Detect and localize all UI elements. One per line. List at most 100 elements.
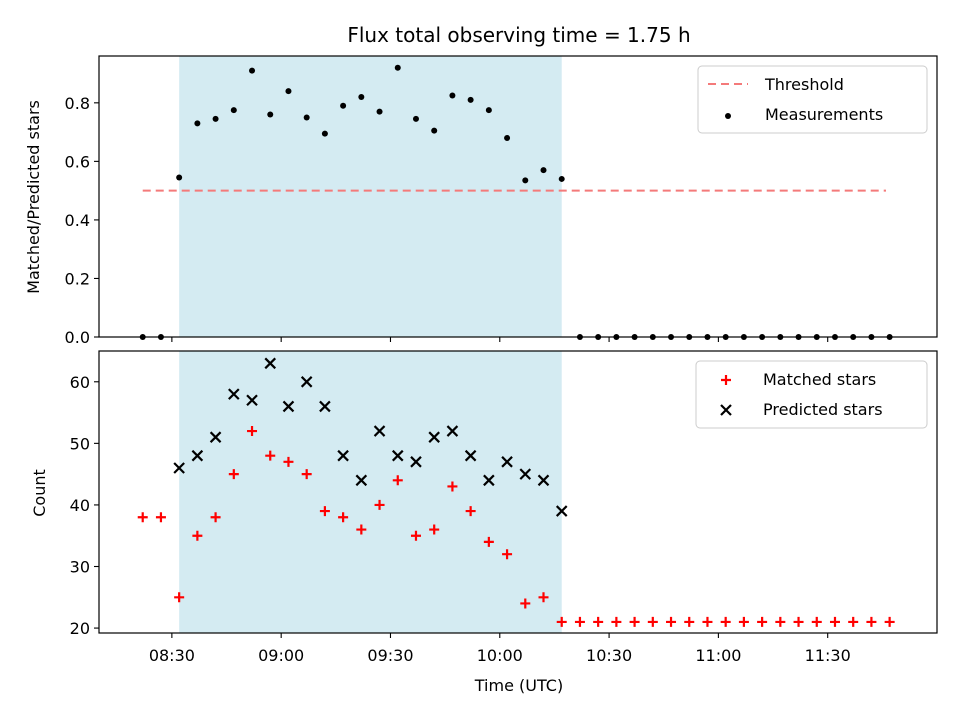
bottom-shaded-region: [179, 351, 562, 633]
matched-star-point: [629, 616, 640, 627]
matched-star-point: [866, 616, 877, 627]
top-y-axis-label: Matched/Predicted stars: [24, 100, 43, 294]
measurement-point: [249, 67, 256, 74]
matched-star-point: [848, 616, 859, 627]
predicted-star-point: [319, 400, 331, 413]
measurement-point: [576, 334, 583, 340]
matched-star-point: [702, 616, 713, 627]
matched-star-point: [155, 512, 166, 523]
matched-star-point: [666, 616, 677, 627]
matched-star-point: [520, 598, 531, 609]
chart-top-panel: 0.0 0.2 0.4 0.6 0.8 Threshold Measurements: [65, 55, 938, 347]
measurement-point: [321, 130, 328, 137]
matched-star-point: [538, 592, 549, 603]
matched-star-point: [192, 530, 203, 541]
matched-star-point: [593, 616, 604, 627]
measurement-point: [795, 334, 802, 340]
predicted-star-point: [410, 456, 422, 468]
bottom-x-tick-label: 11:00: [695, 646, 741, 665]
measurement-point: [267, 111, 274, 118]
measurement-point: [504, 134, 511, 141]
predicted-star-point: [555, 505, 568, 517]
predicted-star-point: [191, 449, 204, 462]
measurement-point: [303, 114, 310, 121]
measurement-point: [740, 334, 747, 340]
measurement-point: [558, 175, 565, 182]
predicted-star-point: [519, 468, 532, 480]
measurement-point: [722, 334, 729, 340]
matched-star-point: [374, 499, 385, 510]
bottom-axes-frame: [98, 350, 938, 634]
matched-star-point: [301, 469, 312, 480]
top-y-tick-label: 0.2: [65, 269, 90, 288]
matched-star-point: [757, 616, 768, 627]
legend-measurements-label: Measurements: [765, 105, 883, 124]
measurement-point: [595, 334, 602, 340]
measurement-point: [212, 115, 219, 122]
predicted-star-point: [282, 400, 295, 413]
matched-star-point: [884, 616, 895, 627]
matched-star-point: [356, 524, 367, 535]
measurement-point: [668, 334, 675, 340]
legend-predicted-swatch: [720, 404, 732, 416]
predicted-star-point: [501, 456, 513, 468]
matched-star-point: [829, 616, 840, 627]
top-axes-frame: [98, 55, 938, 338]
bottom-y-axis-label: Count: [30, 469, 49, 517]
measurement-point: [485, 107, 492, 114]
predicted-star-point: [446, 425, 459, 437]
predicted-star-point: [246, 394, 258, 407]
legend-matched-label: Matched stars: [763, 370, 876, 389]
matched-star-point: [684, 616, 695, 627]
measurement-point: [431, 127, 438, 134]
bottom-y-tick-label: 30: [70, 558, 90, 577]
top-y-tick-label: 0.0: [65, 328, 90, 347]
matched-star-point: [483, 536, 494, 547]
measurement-point: [868, 334, 875, 340]
predicted-star-point: [337, 449, 349, 462]
predicted-star-point: [209, 431, 222, 443]
measurement-point: [230, 107, 237, 114]
measurement-point: [285, 88, 292, 95]
measurement-point: [613, 334, 620, 340]
top-y-tick-label: 0.4: [65, 211, 90, 230]
matched-star-point: [574, 616, 585, 627]
predicted-star-point: [264, 357, 277, 370]
legend-predicted-label: Predicted stars: [763, 400, 883, 419]
measurement-point: [631, 334, 638, 340]
matched-star-point: [811, 616, 822, 627]
matched-star-point: [338, 512, 349, 523]
measurement-point: [194, 120, 201, 127]
matched-star-point: [429, 524, 440, 535]
measurement-point: [176, 174, 183, 181]
bottom-x-tick-label: 09:00: [258, 646, 304, 665]
matched-star-point: [228, 469, 239, 480]
predicted-star-point: [228, 388, 240, 400]
bottom-x-tick-label: 08:30: [149, 646, 195, 665]
chart-title: Flux total observing time = 1.75 h: [347, 23, 690, 47]
measurement-point: [886, 334, 893, 340]
measurement-point: [704, 334, 711, 340]
bottom-y-tick-label: 20: [70, 619, 90, 638]
x-axis-label: Time (UTC): [474, 676, 563, 695]
measurement-point: [850, 334, 857, 340]
measurement-point: [522, 177, 529, 184]
matched-star-point: [283, 456, 294, 467]
matched-star-point: [392, 475, 403, 486]
bottom-legend: Matched stars Predicted stars: [695, 360, 928, 429]
measurement-point: [467, 96, 474, 103]
measurement-point: [686, 334, 693, 340]
predicted-star-point: [300, 376, 313, 388]
top-shaded-region: [179, 56, 562, 337]
bottom-y-tick-label: 60: [70, 373, 90, 392]
measurement-point: [777, 334, 784, 340]
bottom-y-tick-label: 50: [70, 434, 90, 453]
matched-star-point: [738, 616, 749, 627]
matched-star-point: [556, 616, 567, 627]
matched-star-point: [174, 592, 185, 603]
bottom-x-tick-label: 10:30: [586, 646, 632, 665]
predicted-star-point: [373, 425, 386, 437]
top-y-tick-label: 0.8: [65, 94, 90, 113]
matched-star-point: [137, 512, 148, 523]
measurement-point: [813, 334, 820, 340]
